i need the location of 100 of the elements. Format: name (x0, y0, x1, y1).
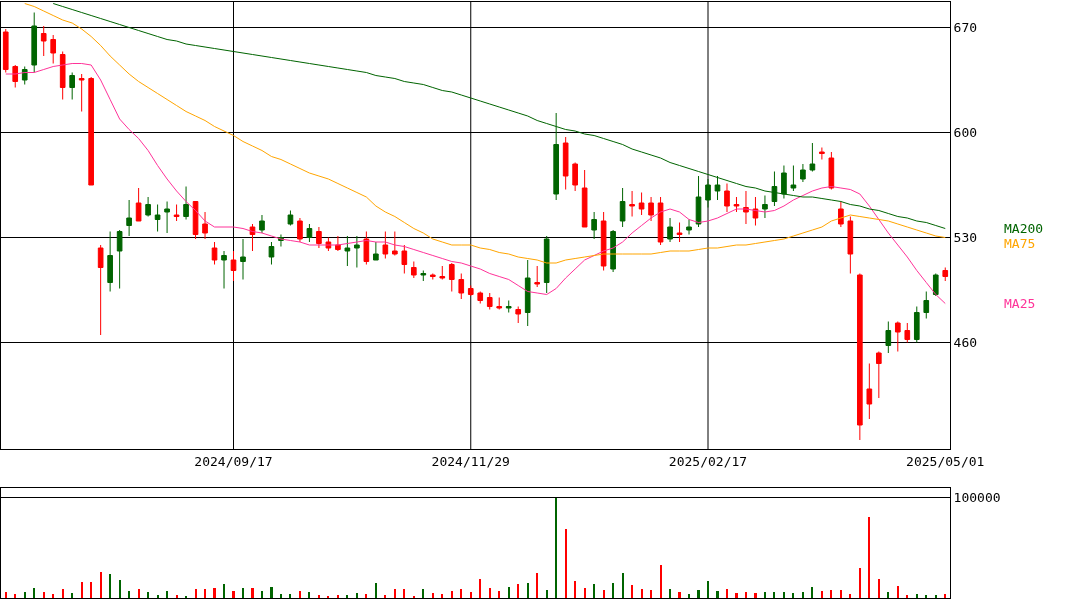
candlestick (12, 64, 19, 88)
candlestick (894, 321, 901, 352)
bar (935, 594, 937, 598)
bar (878, 578, 880, 598)
bar (43, 591, 45, 598)
bar (204, 588, 206, 598)
candlestick (771, 171, 778, 207)
bar (612, 582, 614, 598)
candlestick (876, 351, 882, 399)
y-tick-label: 460 (953, 335, 978, 351)
candlestick (116, 229, 123, 289)
candlestick (629, 190, 635, 217)
text: MA25 (1004, 296, 1036, 311)
bar (783, 591, 785, 598)
candlestick (88, 76, 94, 186)
bar (821, 590, 823, 598)
bar (384, 594, 386, 598)
bar (375, 582, 377, 598)
bar (270, 586, 273, 598)
bar (868, 516, 870, 598)
candlestick (249, 223, 256, 252)
bar (346, 594, 348, 598)
candlestick (600, 211, 607, 271)
bar (451, 590, 453, 598)
candlestick (781, 165, 787, 199)
candlestick (439, 265, 446, 280)
candlestick (581, 169, 588, 228)
bar (460, 588, 462, 598)
line-series (24, 3, 946, 264)
bar (650, 589, 652, 598)
bar (593, 583, 595, 598)
bar (792, 592, 794, 598)
candlestick (505, 300, 512, 313)
bar (365, 593, 367, 598)
candlestick (467, 285, 474, 297)
bar (840, 589, 842, 598)
candlestick (335, 235, 341, 252)
bar (688, 593, 690, 598)
candlestick (515, 306, 522, 324)
bar (584, 587, 586, 598)
y-tick-label: 670 (953, 20, 978, 36)
candlestick (496, 297, 503, 310)
candlestick (192, 201, 199, 240)
candlestick (714, 175, 721, 201)
candlestick (429, 273, 436, 280)
line-series (52, 3, 946, 229)
bar (147, 591, 149, 598)
bar (603, 589, 605, 598)
candlestick (686, 219, 692, 235)
bar (830, 589, 832, 598)
candlestick (173, 204, 180, 222)
candlestick (857, 273, 863, 441)
candlestick (657, 196, 664, 246)
bar (470, 591, 472, 598)
bar (716, 590, 719, 598)
bar (726, 588, 728, 598)
bar (441, 593, 443, 598)
bar (5, 591, 7, 598)
candlestick (562, 136, 569, 190)
bar (764, 591, 766, 598)
candlestick (752, 196, 759, 226)
bar (479, 578, 481, 598)
candlestick (183, 186, 189, 220)
candlestick (733, 196, 740, 213)
candlestick (50, 34, 57, 64)
bar (849, 593, 851, 598)
x-tick-label: 2024/11/29 (431, 453, 510, 469)
bar (622, 572, 624, 598)
candlestick (534, 265, 541, 288)
bar (52, 593, 54, 598)
bar (280, 593, 282, 598)
candlestick (543, 235, 550, 294)
candlestick (676, 222, 683, 243)
bar (536, 572, 538, 598)
candlestick (553, 112, 559, 201)
bar (422, 588, 424, 598)
bar (109, 573, 111, 598)
bar (119, 579, 121, 598)
candlestick (401, 244, 408, 274)
candlestick (40, 25, 47, 57)
candlestick (259, 214, 265, 234)
bar (811, 586, 813, 598)
bar (906, 594, 908, 598)
y-tick-label: 530 (953, 230, 978, 246)
bar (707, 580, 709, 598)
bar (24, 591, 26, 598)
bar (631, 584, 633, 598)
bar (517, 583, 519, 598)
x-tick-label: 2025/02/17 (668, 453, 748, 469)
candlestick (354, 235, 360, 268)
bar (299, 590, 301, 598)
candlestick (78, 73, 85, 112)
bar (641, 588, 643, 598)
text: MA200 (1004, 221, 1044, 236)
candlestick (800, 163, 806, 183)
candlestick (211, 241, 218, 265)
candlestick (97, 244, 104, 336)
bar (90, 581, 92, 598)
candlestick (344, 235, 351, 267)
candlestick (572, 162, 578, 192)
